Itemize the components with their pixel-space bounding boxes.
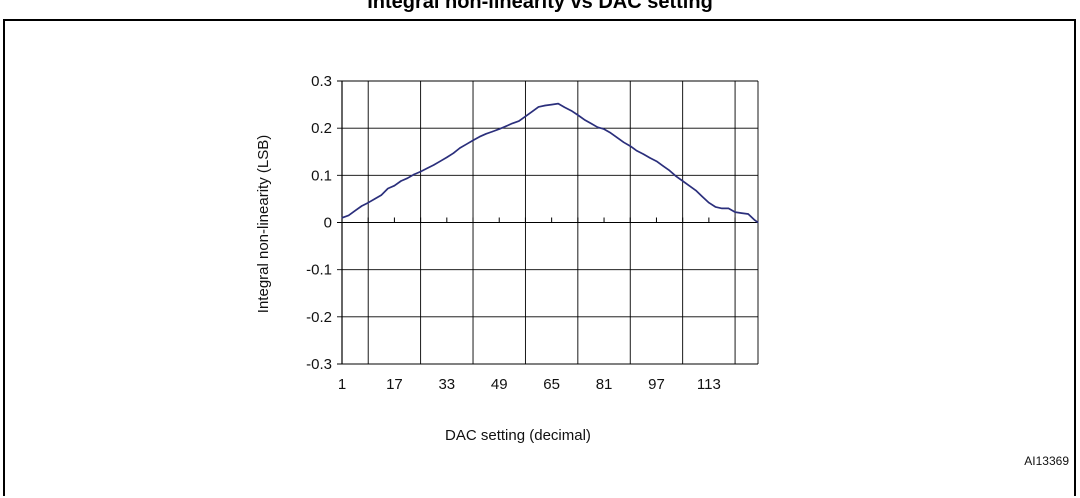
data-point bbox=[439, 160, 441, 162]
data-point bbox=[741, 212, 743, 214]
data-point bbox=[400, 180, 402, 182]
data-point bbox=[492, 130, 494, 133]
data-point bbox=[426, 167, 428, 169]
data-point bbox=[734, 211, 736, 213]
data-point bbox=[747, 213, 749, 215]
data-point bbox=[544, 104, 546, 107]
data-point bbox=[570, 110, 572, 112]
data-point bbox=[757, 221, 759, 224]
data-point bbox=[361, 205, 363, 207]
data-point bbox=[374, 198, 376, 200]
y-tick-label: 0 bbox=[324, 215, 332, 232]
data-point bbox=[524, 115, 527, 117]
y-tick-label: 0.2 bbox=[311, 120, 332, 137]
x-tick-label: 97 bbox=[648, 376, 665, 393]
data-point bbox=[596, 126, 599, 128]
y-tick-label: -0.3 bbox=[306, 356, 332, 373]
data-point bbox=[347, 214, 350, 217]
x-tick-label: 17 bbox=[386, 376, 403, 393]
x-tick-label: 81 bbox=[596, 376, 613, 393]
data-point bbox=[754, 219, 756, 221]
data-point bbox=[341, 217, 343, 219]
data-point bbox=[511, 122, 513, 125]
data-point bbox=[649, 157, 651, 159]
data-point bbox=[682, 180, 684, 182]
data-point bbox=[629, 145, 631, 147]
data-point bbox=[354, 210, 356, 212]
data-point bbox=[590, 122, 592, 125]
data-point bbox=[642, 153, 644, 155]
data-point bbox=[537, 106, 540, 108]
data-point bbox=[695, 189, 697, 192]
data-point bbox=[551, 103, 553, 106]
data-point bbox=[577, 114, 579, 116]
y-tick-label: -0.1 bbox=[306, 262, 332, 279]
data-point bbox=[603, 128, 605, 130]
data-point bbox=[616, 137, 618, 139]
data-point bbox=[367, 202, 369, 204]
data-point bbox=[727, 207, 730, 209]
data-point bbox=[433, 164, 435, 166]
data-point bbox=[708, 202, 710, 204]
x-axis-label: DAC setting (decimal) bbox=[445, 427, 591, 444]
figure-title: Integral non-linearity vs DAC setting bbox=[367, 0, 713, 13]
y-tick-label: 0.3 bbox=[311, 73, 332, 90]
figure-title-strip: Integral non-linearity vs DAC setting bbox=[0, 0, 1080, 18]
data-point bbox=[446, 156, 448, 159]
data-point bbox=[387, 187, 389, 190]
data-point bbox=[465, 143, 468, 145]
data-point bbox=[518, 120, 520, 122]
data-point bbox=[636, 150, 638, 152]
data-point bbox=[393, 185, 396, 187]
data-point bbox=[714, 206, 717, 208]
figure-tag: AI13369 bbox=[1024, 454, 1069, 468]
figure-frame bbox=[3, 19, 1076, 496]
data-point bbox=[675, 175, 677, 177]
y-tick-label: 0.1 bbox=[311, 167, 332, 184]
data-point bbox=[583, 119, 585, 121]
data-point bbox=[459, 147, 461, 149]
y-tick-label: -0.2 bbox=[306, 309, 332, 326]
data-point bbox=[380, 194, 382, 196]
data-point bbox=[668, 170, 671, 172]
data-point bbox=[406, 177, 409, 179]
data-point bbox=[478, 136, 481, 138]
plot-area: -0.3 -0.2 -0.1 0 0.1 0.2 0.3 1 17 33 49 65 81 97 113 bbox=[306, 73, 759, 393]
data-point bbox=[662, 165, 664, 167]
x-tick-label: 113 bbox=[697, 376, 721, 393]
data-point bbox=[557, 103, 559, 105]
data-point bbox=[413, 173, 415, 175]
x-tick-label: 1 bbox=[338, 376, 346, 393]
data-point bbox=[420, 170, 422, 173]
data-point bbox=[564, 106, 566, 109]
data-point bbox=[609, 132, 612, 134]
data-point bbox=[531, 111, 533, 113]
data-point bbox=[623, 141, 625, 143]
data-point bbox=[701, 195, 703, 198]
data-point bbox=[472, 139, 474, 142]
x-tick-label: 65 bbox=[543, 376, 560, 393]
data-point bbox=[485, 133, 487, 135]
data-point bbox=[505, 125, 507, 127]
data-point bbox=[655, 160, 658, 162]
data-point bbox=[721, 207, 723, 209]
y-axis-label: Integral non-linearity (LSB) bbox=[255, 135, 272, 313]
data-line bbox=[341, 102, 759, 224]
data-point bbox=[452, 152, 454, 154]
data-point bbox=[688, 185, 690, 187]
x-tick-label: 33 bbox=[438, 376, 455, 393]
data-point bbox=[498, 128, 500, 130]
x-tick-label: 49 bbox=[491, 376, 508, 393]
